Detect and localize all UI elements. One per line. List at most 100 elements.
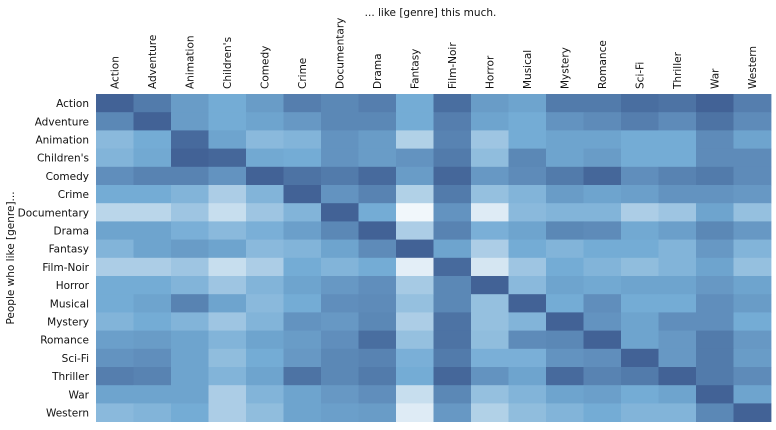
heatmap-cell xyxy=(133,330,172,350)
heatmap-cell xyxy=(508,367,547,386)
heatmap-cell xyxy=(321,239,359,259)
column-tick-label: Documentary xyxy=(334,18,346,89)
heatmap-cell xyxy=(696,185,734,204)
heatmap-cell xyxy=(508,276,547,295)
heatmap-cell xyxy=(508,312,547,331)
heatmap-cell xyxy=(583,221,622,240)
heatmap-cell xyxy=(96,385,134,404)
heatmap-cell xyxy=(208,130,247,149)
heatmap-cell xyxy=(283,203,322,222)
heatmap-cell xyxy=(433,148,472,168)
heatmap-cell xyxy=(433,294,472,313)
column-tick-label: Musical xyxy=(522,50,534,89)
heatmap-cell xyxy=(658,203,697,222)
heatmap-cell xyxy=(621,257,659,277)
heatmap-cell xyxy=(733,94,772,113)
heatmap-cell xyxy=(396,166,434,186)
heatmap-cell xyxy=(546,112,584,131)
heatmap-cell xyxy=(246,239,284,259)
heatmap-cell xyxy=(621,148,659,168)
heatmap-cell xyxy=(171,239,209,259)
heatmap-cell xyxy=(208,276,247,295)
heatmap-cell xyxy=(546,185,584,204)
heatmap-cell xyxy=(508,203,547,222)
heatmap-cell xyxy=(696,239,734,259)
heatmap-cell xyxy=(508,130,547,149)
heatmap-cell xyxy=(358,348,397,368)
heatmap-cell xyxy=(321,130,359,149)
heatmap-cell xyxy=(133,221,172,240)
heatmap-cell xyxy=(583,330,622,350)
heatmap-cell xyxy=(358,385,397,404)
column-tick-label: Sci-Fi xyxy=(634,62,646,89)
heatmap-cell xyxy=(283,221,322,240)
heatmap-cell xyxy=(583,185,622,204)
heatmap-cell xyxy=(696,148,734,168)
heatmap-cell xyxy=(246,276,284,295)
heatmap-cell xyxy=(546,312,584,331)
heatmap-cell xyxy=(546,166,584,186)
heatmap-cell xyxy=(208,203,247,222)
heatmap-cell xyxy=(171,367,209,386)
heatmap-cell xyxy=(696,294,734,313)
column-tick-label: Horror xyxy=(484,55,496,89)
heatmap-cell xyxy=(246,112,284,131)
heatmap-cell xyxy=(171,203,209,222)
heatmap-cell xyxy=(658,221,697,240)
heatmap-cell xyxy=(471,257,509,277)
heatmap-cell xyxy=(696,367,734,386)
heatmap-cell xyxy=(96,221,134,240)
heatmap-cell xyxy=(583,403,622,422)
heatmap-cell xyxy=(583,294,622,313)
heatmap-cell xyxy=(358,403,397,422)
heatmap-cell xyxy=(358,130,397,149)
heatmap-cell xyxy=(471,385,509,404)
heatmap-cell xyxy=(433,130,472,149)
heatmap-cell xyxy=(546,348,584,368)
row-tick-label: Film-Noir xyxy=(42,262,89,274)
heatmap-cell xyxy=(696,276,734,295)
heatmap-cell xyxy=(133,348,172,368)
heatmap-cell xyxy=(171,294,209,313)
heatmap-cell xyxy=(208,294,247,313)
heatmap-cell xyxy=(171,221,209,240)
heatmap-cell xyxy=(358,112,397,131)
heatmap-cell xyxy=(246,185,284,204)
heatmap-cell xyxy=(96,166,134,186)
heatmap-cell xyxy=(283,148,322,168)
heatmap-cell xyxy=(621,166,659,186)
heatmap-cell xyxy=(133,130,172,149)
heatmap-cell xyxy=(733,130,772,149)
column-tick-label: Action xyxy=(109,56,121,89)
heatmap-cell xyxy=(471,130,509,149)
heatmap-cell xyxy=(433,330,472,350)
heatmap-cell xyxy=(471,221,509,240)
heatmap-cell xyxy=(733,330,772,350)
heatmap-cell xyxy=(733,367,772,386)
heatmap-cell xyxy=(171,330,209,350)
heatmap-cell xyxy=(396,385,434,404)
row-tick-label: Comedy xyxy=(46,171,89,183)
heatmap-cell xyxy=(583,367,622,386)
heatmap-cell xyxy=(321,221,359,240)
heatmap-cell xyxy=(396,130,434,149)
heatmap-cell xyxy=(696,312,734,331)
heatmap-cell xyxy=(658,239,697,259)
heatmap-cell xyxy=(658,403,697,422)
heatmap-cell xyxy=(583,348,622,368)
heatmap-cell xyxy=(471,294,509,313)
heatmap-cell xyxy=(96,203,134,222)
heatmap-cell xyxy=(208,257,247,277)
heatmap-cell xyxy=(733,276,772,295)
heatmap-cell xyxy=(696,348,734,368)
heatmap-cell xyxy=(358,148,397,168)
column-tick-label: Romance xyxy=(597,40,609,89)
row-tick-label: Adventure xyxy=(35,116,89,128)
heatmap-cell xyxy=(283,385,322,404)
row-tick-label: Children's xyxy=(37,153,89,165)
column-tick-label: War xyxy=(709,68,721,89)
heatmap-cell xyxy=(696,221,734,240)
heatmap-cell xyxy=(621,185,659,204)
heatmap-cell xyxy=(583,276,622,295)
heatmap-cell xyxy=(396,239,434,259)
